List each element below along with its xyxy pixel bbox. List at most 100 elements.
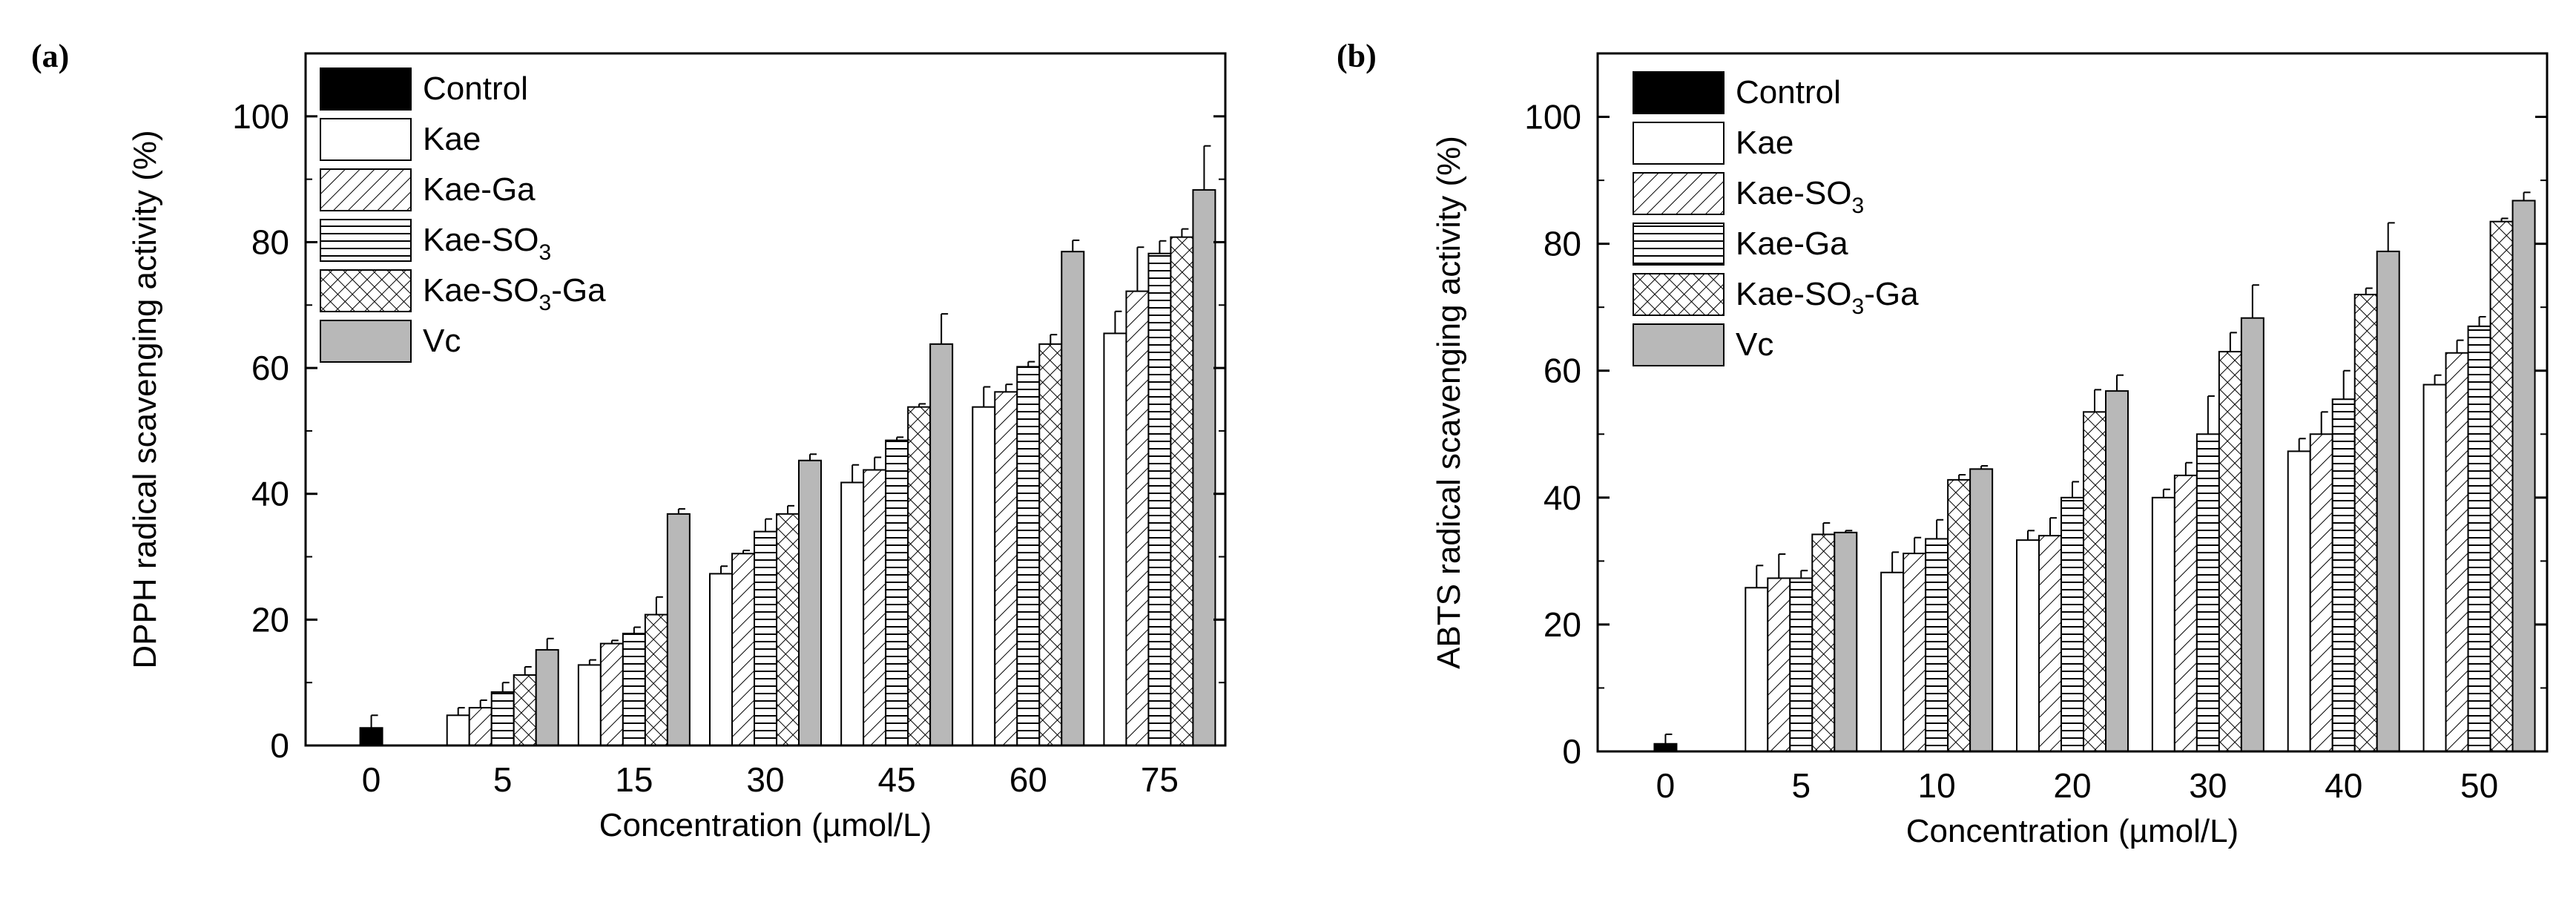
- bar: [2353, 294, 2378, 752]
- bar: [2061, 496, 2084, 752]
- legend-swatch: [320, 68, 412, 111]
- bar: [1903, 553, 1927, 753]
- bar: [1103, 332, 1127, 746]
- bar: [1016, 366, 1041, 746]
- bar: [644, 613, 668, 746]
- bar: [2038, 535, 2062, 752]
- bar: [1925, 538, 1949, 752]
- plot-frame: [1596, 52, 2549, 753]
- legend-label: Kae: [1736, 125, 1793, 161]
- bar: [2309, 433, 2333, 752]
- bar: [490, 691, 515, 746]
- bar: [2105, 390, 2129, 752]
- bar: [1834, 531, 1858, 752]
- bar: [709, 573, 733, 746]
- legend-label: Kae-SO3: [423, 222, 551, 265]
- bar: [535, 649, 559, 746]
- bar: [798, 459, 822, 746]
- legend-swatch: [1633, 122, 1725, 165]
- bar: [2240, 317, 2264, 752]
- chart-panel-b: (b) ABTS radical scavenging activity (%) C…: [1288, 0, 2575, 898]
- x-tick-label: 0: [1656, 766, 1676, 805]
- legend-label: Control: [423, 70, 528, 107]
- legend-swatch: [320, 219, 412, 262]
- panel-label: (a): [31, 38, 69, 74]
- bar: [1653, 743, 1678, 753]
- chart-a-svg: (a) DPPH radical scavenging activity (%) C…: [31, 38, 1227, 843]
- x-axis-label: Concentration (µmol/L): [599, 807, 932, 843]
- bar: [1147, 252, 1172, 747]
- panel-label: (b): [1337, 38, 1377, 74]
- y-axis-label: DPPH radical scavenging activity (%): [127, 130, 163, 668]
- legend-swatch: [1633, 273, 1725, 316]
- bar: [863, 469, 887, 746]
- bar: [1811, 533, 1836, 753]
- chart-panel-a: (a) DPPH radical scavenging activity (%) C…: [0, 0, 1288, 898]
- legend-swatch: [1633, 172, 1725, 215]
- legend-label: Vc: [423, 323, 461, 359]
- bar: [2467, 325, 2491, 752]
- plot-frame: [304, 52, 1227, 747]
- y-tick-label: 0: [1562, 732, 1581, 771]
- x-tick-label: 30: [746, 760, 784, 799]
- x-axis-label: Concentration (µmol/L): [1906, 813, 2239, 849]
- legend-swatch: [320, 269, 412, 312]
- bar: [2511, 200, 2536, 752]
- legend-swatch: [1633, 71, 1725, 114]
- x-tick-label: 50: [2460, 766, 2498, 805]
- legend-label: Vc: [1736, 326, 1773, 363]
- bar: [2331, 398, 2356, 752]
- bar: [776, 513, 800, 746]
- y-tick-label: 100: [232, 97, 289, 136]
- bar: [754, 530, 777, 746]
- bar: [2287, 450, 2311, 752]
- x-tick-label: 45: [878, 760, 916, 799]
- x-tick-label: 75: [1141, 760, 1179, 799]
- bar: [2151, 496, 2175, 752]
- bar: [2489, 220, 2514, 753]
- y-tick-label: 100: [1524, 98, 1581, 136]
- legend-swatch: [1633, 223, 1725, 266]
- bar: [2173, 474, 2198, 752]
- bar: [577, 664, 602, 747]
- bar: [907, 406, 932, 746]
- x-tick-label: 40: [2325, 766, 2362, 805]
- bar: [1969, 468, 1994, 753]
- legend-label: Kae-Ga: [1736, 226, 1848, 262]
- bar: [2083, 411, 2106, 753]
- bar: [513, 674, 537, 747]
- y-tick-label: 20: [251, 600, 289, 639]
- bar: [2195, 433, 2220, 752]
- legend-label: Control: [1736, 74, 1841, 111]
- x-tick-label: 10: [1918, 766, 1956, 805]
- bar: [1789, 577, 1814, 753]
- x-tick-label: 30: [2189, 766, 2227, 805]
- bar: [1061, 251, 1085, 747]
- bar: [1947, 478, 1971, 753]
- chart-b-svg: (b) ABTS radical scavenging activity (%) C…: [1337, 38, 2549, 849]
- bar: [731, 553, 755, 747]
- bar: [1745, 587, 1769, 752]
- bar: [2445, 352, 2469, 752]
- bar: [622, 633, 646, 746]
- x-tick-label: 15: [615, 760, 653, 799]
- legend-label: Kae-SO3-Ga: [423, 272, 606, 315]
- bar: [666, 513, 691, 746]
- y-tick-label: 80: [1544, 225, 1581, 263]
- legend-swatch: [320, 118, 412, 161]
- bar: [468, 707, 493, 746]
- bar: [1125, 290, 1150, 746]
- bar: [2422, 383, 2447, 753]
- y-tick-label: 40: [251, 475, 289, 513]
- bar: [994, 391, 1018, 747]
- bar: [972, 406, 996, 746]
- x-tick-label: 5: [1791, 766, 1811, 805]
- legend-swatch: [320, 320, 412, 363]
- legend-swatch: [320, 168, 412, 211]
- legend-label: Kae-SO3-Ga: [1736, 276, 1919, 319]
- legend-label: Kae-SO3: [1736, 175, 1864, 218]
- y-tick-label: 0: [270, 726, 289, 765]
- bar: [1170, 236, 1194, 747]
- x-tick-label: 60: [1009, 760, 1047, 799]
- y-tick-label: 20: [1544, 605, 1581, 644]
